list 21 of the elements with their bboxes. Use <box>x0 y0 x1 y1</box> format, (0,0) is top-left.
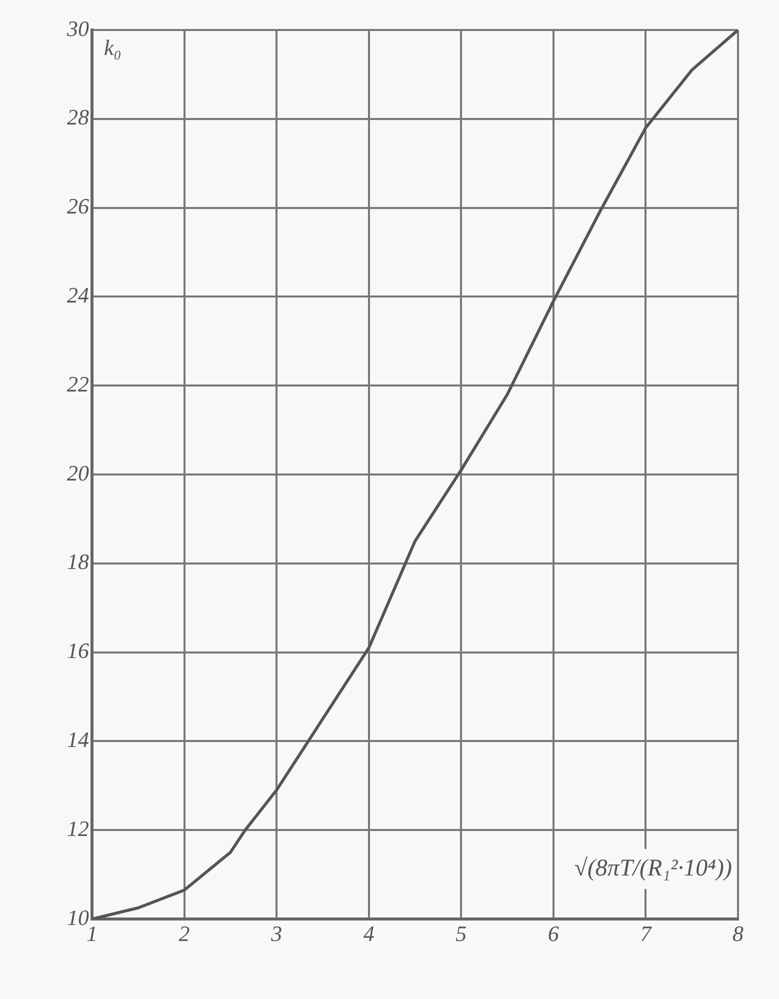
x-tick-label: 4 <box>363 920 374 946</box>
y-tick-label: 24 <box>67 282 89 308</box>
y-tick-label: 28 <box>67 104 89 130</box>
y-tick-label: 20 <box>67 460 89 486</box>
x-tick-label: 7 <box>640 920 652 946</box>
y-tick-label: 14 <box>67 726 89 752</box>
y-tick-label: 12 <box>67 816 89 841</box>
x-tick-label: 1 <box>86 920 98 946</box>
y-tick-label: 26 <box>67 194 89 219</box>
x-tick-label: 2 <box>178 920 190 946</box>
y-tick-label: 16 <box>67 638 89 664</box>
x-tick-label: 5 <box>456 920 467 946</box>
y-tick-label: 10 <box>67 904 89 930</box>
x-tick-label: 6 <box>548 920 559 946</box>
y-tick-label: 18 <box>67 549 89 574</box>
y-axis-title: k₀ <box>104 34 122 60</box>
y-tick-label: 22 <box>67 371 89 396</box>
x-axis-title: √(8πT/(R₁²·10⁴)) <box>574 855 732 882</box>
x-tick-label: 3 <box>270 920 282 946</box>
x-tick-label: 8 <box>732 920 744 946</box>
y-tick-label: 30 <box>66 16 89 41</box>
